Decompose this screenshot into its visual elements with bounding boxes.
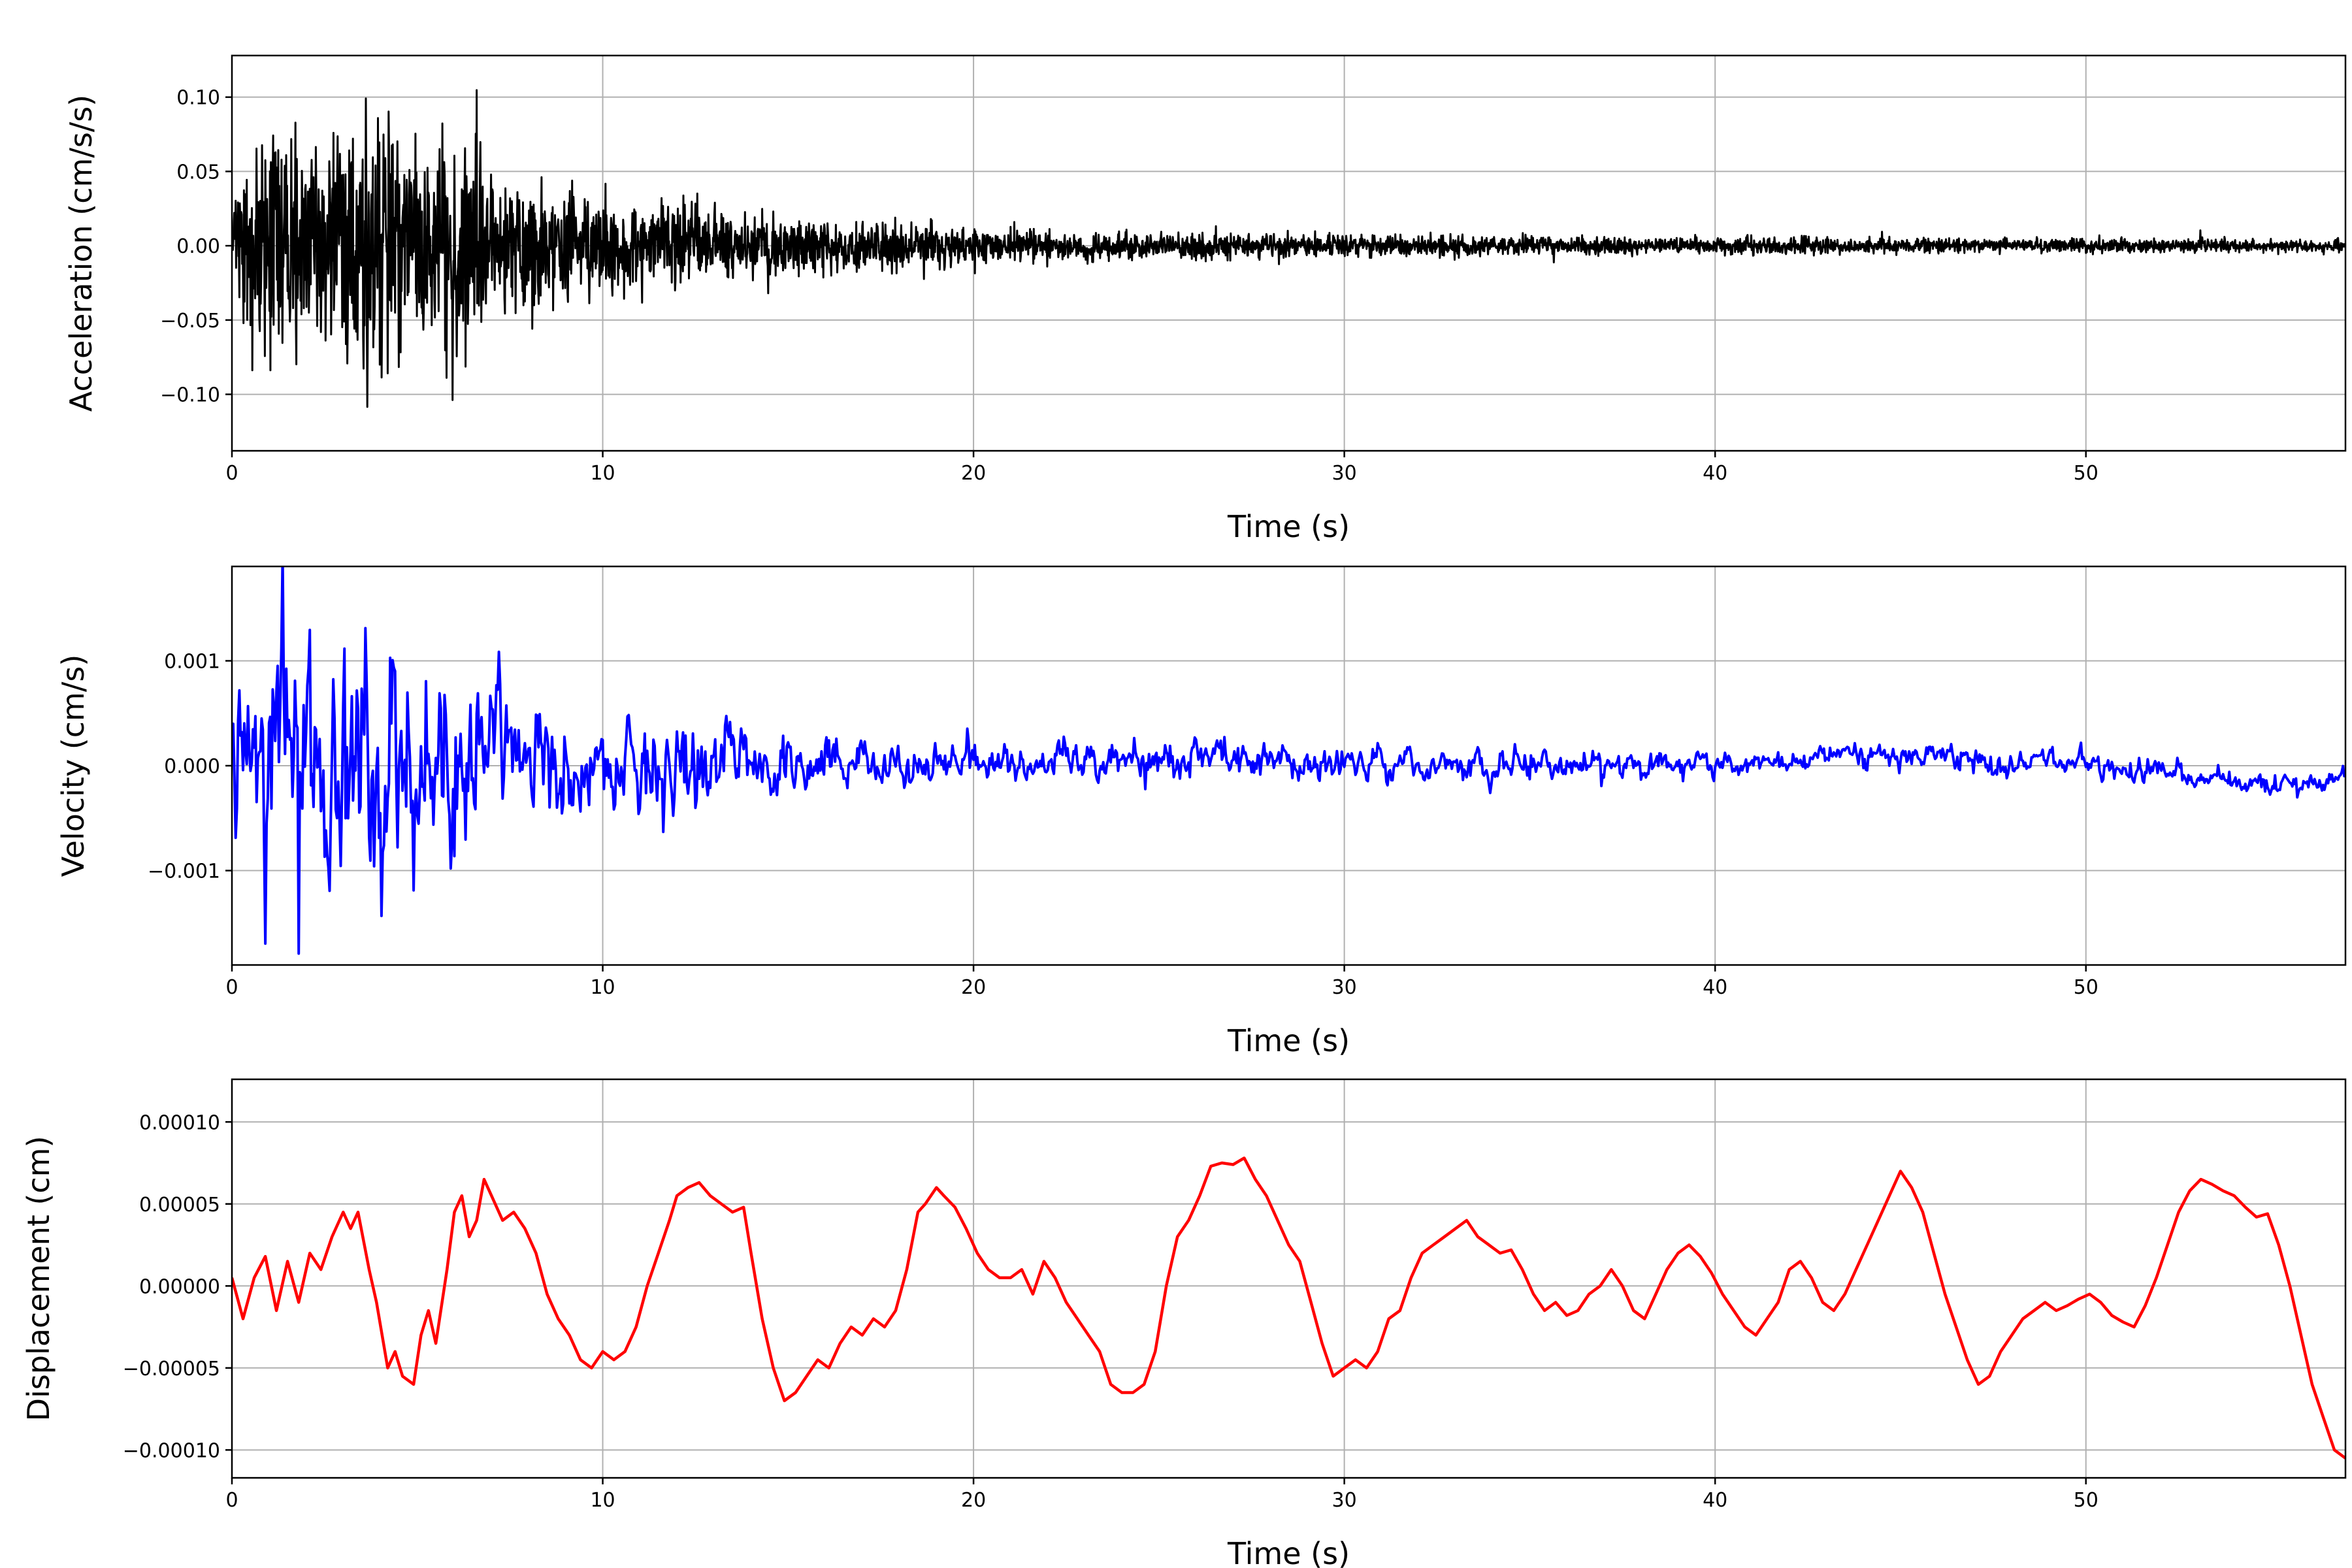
y-tick-label: 0.00 — [176, 235, 220, 258]
x-tick-label: 20 — [961, 976, 986, 999]
x-tick-label: 10 — [590, 462, 615, 485]
displacement-trace — [232, 1156, 2345, 1460]
y-tick-label: 0.000 — [164, 755, 220, 778]
x-tick-label: 0 — [225, 462, 238, 485]
y-tick-label: −0.00005 — [123, 1358, 220, 1380]
acceleration-xlabel: Time (s) — [1227, 509, 1350, 544]
y-tick-label: −0.05 — [160, 310, 220, 333]
velocity-xlabel: Time (s) — [1227, 1023, 1350, 1058]
y-tick-label: 0.001 — [164, 650, 220, 673]
x-tick-label: 30 — [1332, 1489, 1357, 1512]
y-tick-label: 0.00010 — [139, 1111, 220, 1134]
x-tick-label: 10 — [590, 1489, 615, 1512]
velocity-chart: 0 10 20 30 40 50 −0.001 0.000 0.001 Time (s) Veloc… — [56, 565, 2347, 1058]
x-tick-label: 50 — [2074, 462, 2099, 485]
y-tick-label: 0.00005 — [139, 1194, 220, 1217]
x-tick-label: 0 — [225, 976, 238, 999]
x-tick-label: 30 — [1332, 976, 1357, 999]
x-tick-label: 40 — [1703, 462, 1727, 485]
acceleration-chart: 0 10 20 30 40 50 −0.10 −0.05 0.00 0.05 0.10 Time (s… — [63, 54, 2347, 544]
x-tick-label: 40 — [1703, 976, 1727, 999]
x-tick-label: 30 — [1332, 462, 1357, 485]
x-tick-label: 20 — [961, 462, 986, 485]
displacement-plot-area — [232, 1079, 2345, 1478]
y-tick-label: −0.10 — [160, 384, 220, 407]
acceleration-axes-spines — [231, 54, 2347, 452]
x-tick-label: 40 — [1703, 1489, 1727, 1512]
y-tick-label: 0.10 — [176, 87, 220, 110]
y-tick-label: 0.05 — [176, 161, 220, 184]
displacement-chart: 0 10 20 30 40 50 −0.00010 −0.00005 0.00000 0.0000… — [21, 1078, 2347, 1568]
x-tick-label: 50 — [2074, 1489, 2099, 1512]
displacement-ylabel: Displacement (cm) — [21, 1136, 56, 1422]
y-tick-label: −0.00010 — [123, 1439, 220, 1462]
displacement-xlabel: Time (s) — [1227, 1536, 1350, 1568]
y-tick-label: 0.00000 — [139, 1275, 220, 1298]
displacement-axes-spines — [231, 1078, 2347, 1479]
x-tick-label: 50 — [2074, 976, 2099, 999]
x-tick-label: 10 — [590, 976, 615, 999]
velocity-trace — [232, 566, 2345, 955]
acceleration-trace — [232, 89, 2345, 408]
acceleration-ylabel: Acceleration (cm/s/s) — [63, 95, 99, 412]
velocity-ylabel: Velocity (cm/s) — [56, 655, 91, 877]
x-tick-label: 20 — [961, 1489, 986, 1512]
y-tick-label: −0.001 — [148, 860, 220, 883]
x-tick-label: 0 — [225, 1489, 238, 1512]
